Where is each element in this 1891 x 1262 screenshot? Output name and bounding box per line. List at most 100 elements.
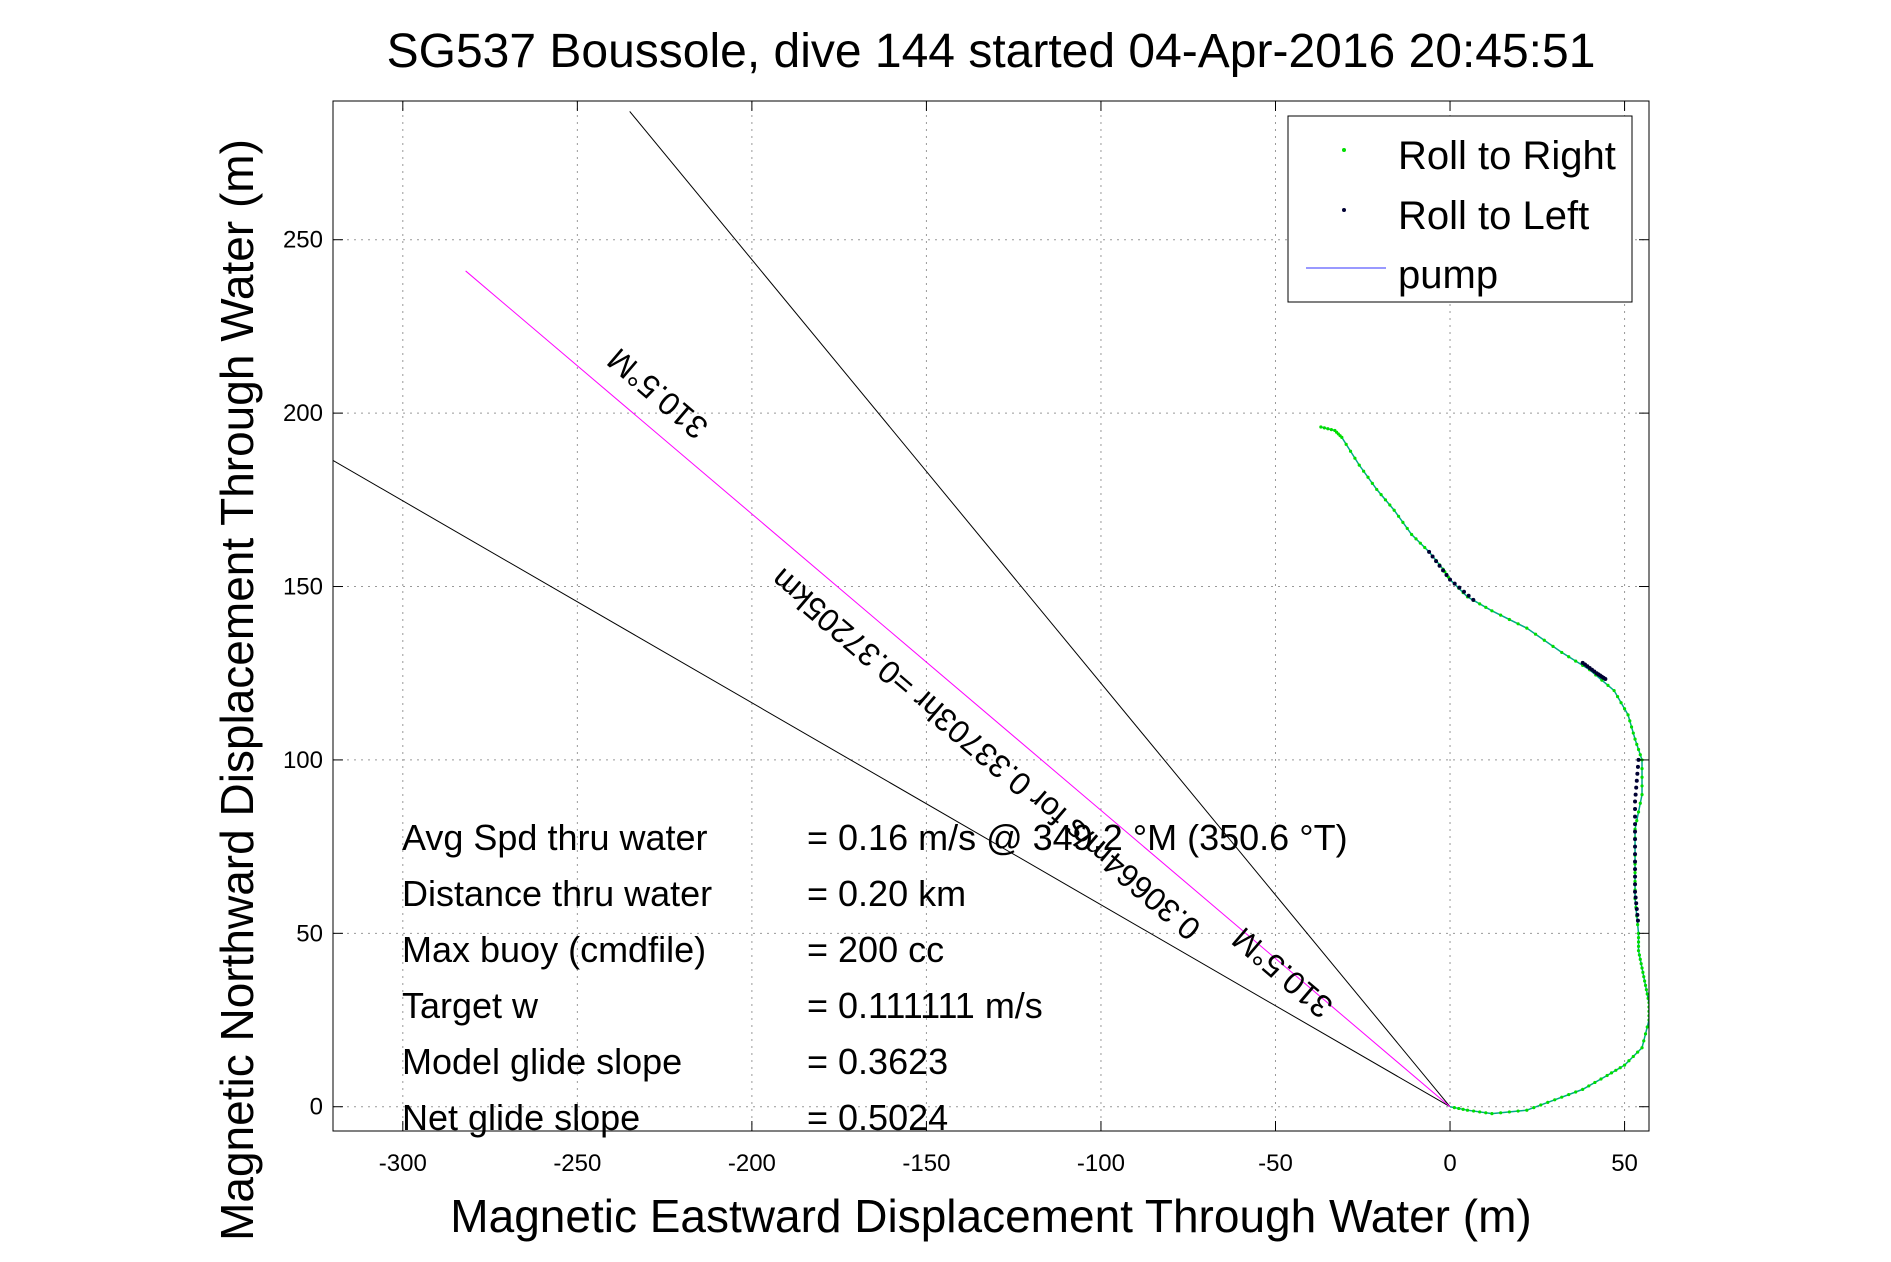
roll-right-point [1379,493,1383,497]
legend-marker-roll-left [1342,208,1346,212]
roll-right-point [1633,737,1637,741]
roll-left-point [1444,572,1449,577]
roll-right-point [1452,1105,1456,1110]
roll-right-point [1357,463,1361,467]
roll-right-point [1567,655,1571,659]
roll-right-point [1542,638,1546,642]
legend-label-roll-right: Roll to Right [1398,134,1616,178]
plot-frame [332,100,1650,1132]
y-axis-ticks: 0 50 100 150 200 250 [283,227,1649,1121]
roll-left-point [1471,597,1476,602]
roll-left-point [1634,778,1639,783]
roll-left-point [1448,577,1453,582]
roll-left-point [1633,807,1638,812]
roll-right-point [1370,481,1374,485]
roll-right-point [1640,784,1644,788]
stat-label: Max buoy (cmdfile) [402,929,706,970]
roll-right-point [1499,1111,1503,1115]
roll-right-point [1344,442,1348,446]
roll-right-point [1644,988,1648,992]
roll-right-point [1546,1100,1550,1104]
legend-label-roll-left: Roll to Left [1398,194,1589,238]
roll-right-point [1539,1103,1543,1107]
roll-left-point [1457,585,1462,590]
x-axis-label: Magnetic Eastward Displacement Through W… [450,1190,1531,1242]
roll-right-point [1326,427,1330,431]
stat-value: = 0.20 km [807,873,966,914]
roll-right-point [1560,1095,1564,1099]
roll-left-point [1437,563,1442,568]
roll-right-point [1401,520,1405,524]
roll-left-point [1635,764,1640,769]
roll-left-point [1636,757,1641,762]
roll-left-point [1633,837,1638,842]
x-tick-label: -300 [379,1150,427,1177]
stat-value: = 0.3623 [807,1041,948,1082]
y-tick-label: 0 [310,1094,323,1121]
dive-track [1319,425,1649,1116]
roll-right-point [1605,1073,1609,1078]
roll-right-point [1622,707,1627,711]
roll-right-point [1640,966,1644,970]
roll-right-point [1637,953,1642,957]
roll-right-point [1638,753,1642,757]
roll-left-point [1441,568,1446,573]
roll-right-point [1478,1110,1482,1114]
roll-right-point [1622,1063,1627,1067]
roll-right-point [1643,979,1647,983]
stat-label: Target w [402,985,539,1026]
dive-statistics: Avg Spd thru water = 0.16 m/s @ 349.2 °M … [402,817,1348,1138]
roll-left-point [1633,889,1638,894]
roll-right-point [1636,944,1641,948]
roll-right-point [1635,819,1639,823]
y-tick-label: 200 [283,400,323,427]
roll-right-point [1551,644,1555,648]
x-tick-label: -100 [1077,1150,1125,1177]
roll-left-point [1633,895,1638,900]
roll-right-point [1581,1087,1585,1091]
roll-right-point [1484,605,1488,609]
roll-right-point [1396,514,1401,518]
x-axis-ticks: -300 -250 -200 -150 -100 -50 0 50 [379,101,1638,1177]
roll-right-point [1353,456,1357,460]
roll-left-point [1634,907,1639,912]
roll-left-point [1633,844,1638,849]
roll-right-point [1606,683,1610,687]
roll-right-point [1643,1032,1648,1036]
roll-right-point [1560,650,1564,655]
y-tick-label: 50 [296,920,323,947]
roll-right-point [1375,487,1379,492]
roll-right-point [1516,1109,1520,1113]
stat-value: = 200 cc [807,929,944,970]
roll-right-point [1414,537,1418,541]
roll-right-point [1423,545,1427,550]
roll-right-point [1490,609,1494,613]
roll-right-point [1642,1039,1646,1043]
roll-right-point [1319,425,1323,429]
roll-left-point [1452,581,1457,586]
roll-left-point [1434,559,1439,564]
roll-right-point [1507,617,1511,622]
roll-right-point [1643,983,1648,987]
y-axis-label: Magnetic Northward Displacement Through … [211,139,263,1241]
y-tick-label: 150 [283,574,323,601]
roll-right-point [1636,810,1641,814]
roll-left-point [1635,918,1640,923]
grid-lines [333,101,1649,1131]
x-tick-label: -250 [553,1150,601,1177]
roll-right-point [1567,1092,1571,1097]
legend-marker-roll-right [1342,148,1346,152]
roll-right-point [1574,1090,1578,1094]
roll-left-point [1466,593,1471,598]
stat-value: = 0.5024 [807,1097,948,1138]
roll-right-point [1499,613,1503,617]
roll-right-point [1636,1050,1640,1054]
stat-label: Avg Spd thru water [402,817,708,858]
roll-right-point [1587,1084,1591,1088]
roll-right-point [1614,1068,1618,1072]
heading-line [333,459,1451,1108]
roll-right-point [1636,923,1640,927]
roll-right-point [1641,970,1645,974]
roll-right-point [1340,435,1344,439]
